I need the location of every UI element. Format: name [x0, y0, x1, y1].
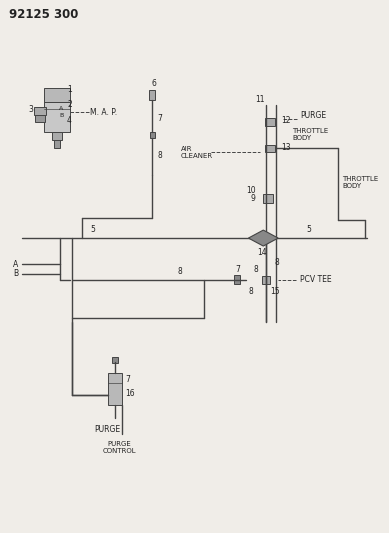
Text: THROTTLE
BODY: THROTTLE BODY: [292, 128, 328, 141]
Text: 8: 8: [157, 151, 162, 160]
Text: B: B: [59, 113, 63, 118]
Polygon shape: [249, 230, 278, 246]
Bar: [54, 140, 60, 148]
Text: PURGE: PURGE: [95, 425, 121, 434]
Text: PCV TEE: PCV TEE: [300, 276, 331, 285]
Text: 8: 8: [177, 268, 182, 277]
Bar: [35, 116, 45, 123]
Text: PURGE
CONTROL: PURGE CONTROL: [103, 441, 137, 454]
Text: B: B: [13, 270, 19, 278]
Text: 15: 15: [270, 287, 280, 296]
Text: 92125 300: 92125 300: [9, 8, 78, 21]
Text: 5: 5: [306, 224, 311, 233]
Text: 10: 10: [246, 185, 255, 195]
Text: PURGE: PURGE: [300, 111, 326, 120]
Text: 11: 11: [255, 95, 265, 104]
Text: 12: 12: [281, 116, 291, 125]
Bar: [265, 145, 275, 152]
Bar: [112, 357, 117, 363]
Text: 16: 16: [126, 389, 135, 398]
Text: 3: 3: [28, 105, 33, 114]
Bar: [34, 108, 46, 116]
Text: 8: 8: [274, 257, 279, 266]
Text: A: A: [13, 260, 19, 269]
Bar: [44, 88, 70, 102]
Text: AIR
CLEANER: AIR CLEANER: [181, 146, 213, 159]
Text: 7: 7: [157, 114, 162, 123]
Bar: [233, 276, 240, 285]
Text: 4: 4: [67, 116, 72, 125]
Text: 1: 1: [67, 85, 72, 94]
Text: 13: 13: [281, 143, 291, 152]
Bar: [44, 102, 70, 132]
Text: 7: 7: [235, 265, 240, 274]
Text: 9: 9: [251, 193, 255, 203]
Text: 6: 6: [151, 79, 156, 88]
Text: 8: 8: [249, 287, 253, 296]
Bar: [262, 276, 270, 284]
Text: 8: 8: [253, 265, 258, 274]
Text: A: A: [59, 106, 63, 111]
Text: 7: 7: [126, 375, 130, 384]
Bar: [108, 373, 122, 405]
Text: 14: 14: [258, 247, 267, 256]
Bar: [52, 132, 62, 140]
Text: 2: 2: [67, 100, 72, 109]
Bar: [265, 118, 275, 126]
Text: 5: 5: [90, 224, 95, 233]
Text: M. A. P.: M. A. P.: [90, 108, 117, 117]
Text: THROTTLE
BODY: THROTTLE BODY: [343, 176, 379, 189]
Bar: [263, 193, 273, 203]
Bar: [149, 91, 155, 100]
Bar: [150, 132, 155, 139]
